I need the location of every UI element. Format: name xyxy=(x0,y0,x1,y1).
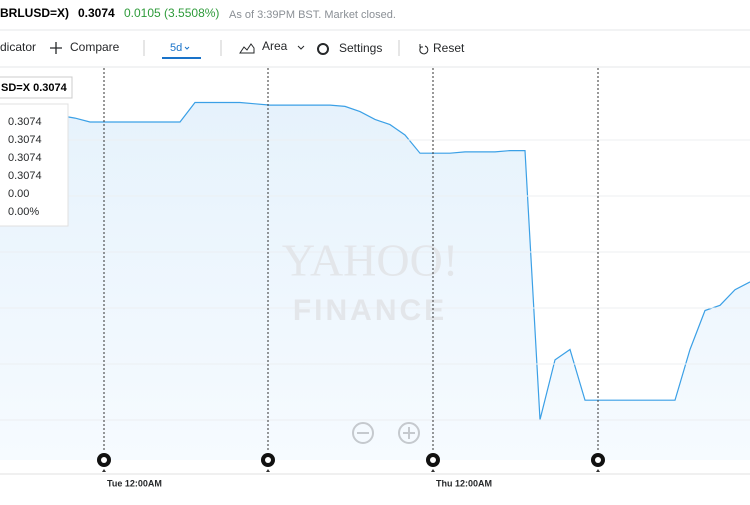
watermark: FINANCE xyxy=(293,294,447,327)
tooltip-box xyxy=(0,103,69,227)
status: As of 3:39PM BST. Market closed. xyxy=(229,9,396,21)
watermark: YAHOO! xyxy=(282,235,458,286)
tooltip-value: 0.00 xyxy=(8,188,29,200)
reset-icon xyxy=(419,44,429,55)
tooltip-title: SD=X 0.3074 xyxy=(1,82,68,94)
plot xyxy=(0,101,750,460)
price: 0.3074 xyxy=(78,6,115,20)
zoom-in[interactable] xyxy=(398,422,420,444)
x-tick-label: Thu 12:00AM xyxy=(436,478,492,488)
x-tick-label: Tue 12:00AM xyxy=(107,478,162,488)
event-marker-core xyxy=(430,457,436,463)
symbol: BRLUSD=X) xyxy=(0,6,69,20)
settings-icon xyxy=(317,43,329,55)
event-marker-core xyxy=(265,457,271,463)
caret xyxy=(297,45,305,50)
price-line xyxy=(0,101,750,420)
tick xyxy=(596,469,600,472)
tick xyxy=(431,469,435,472)
compare-button[interactable]: Compare xyxy=(70,40,120,54)
area-icon xyxy=(239,43,255,54)
tooltip-value: 0.3074 xyxy=(8,170,42,182)
tooltip-value: 0.3074 xyxy=(8,116,42,128)
tick xyxy=(266,469,270,472)
tick xyxy=(102,469,106,472)
event-marker-core xyxy=(101,457,107,463)
reset-button[interactable]: Reset xyxy=(433,41,465,55)
chart-type-button[interactable]: Area xyxy=(262,39,288,53)
tooltip-value: 0.3074 xyxy=(8,152,42,164)
tooltip-value: 0.00% xyxy=(8,206,39,218)
change: 0.0105 (3.5508%) xyxy=(124,6,219,20)
plus-icon xyxy=(50,42,62,54)
event-marker-core xyxy=(595,457,601,463)
tooltip-title-box xyxy=(0,76,73,99)
grid xyxy=(0,139,750,421)
zoom-out[interactable] xyxy=(352,422,374,444)
tooltip-value: 0.3074 xyxy=(8,134,42,146)
caret xyxy=(184,46,190,50)
range-button[interactable]: 5d xyxy=(170,42,182,54)
zoom-in-icon xyxy=(403,427,415,439)
area-fill xyxy=(0,102,750,460)
settings-button[interactable]: Settings xyxy=(339,41,382,55)
indicator-button[interactable]: dicator xyxy=(0,40,36,54)
